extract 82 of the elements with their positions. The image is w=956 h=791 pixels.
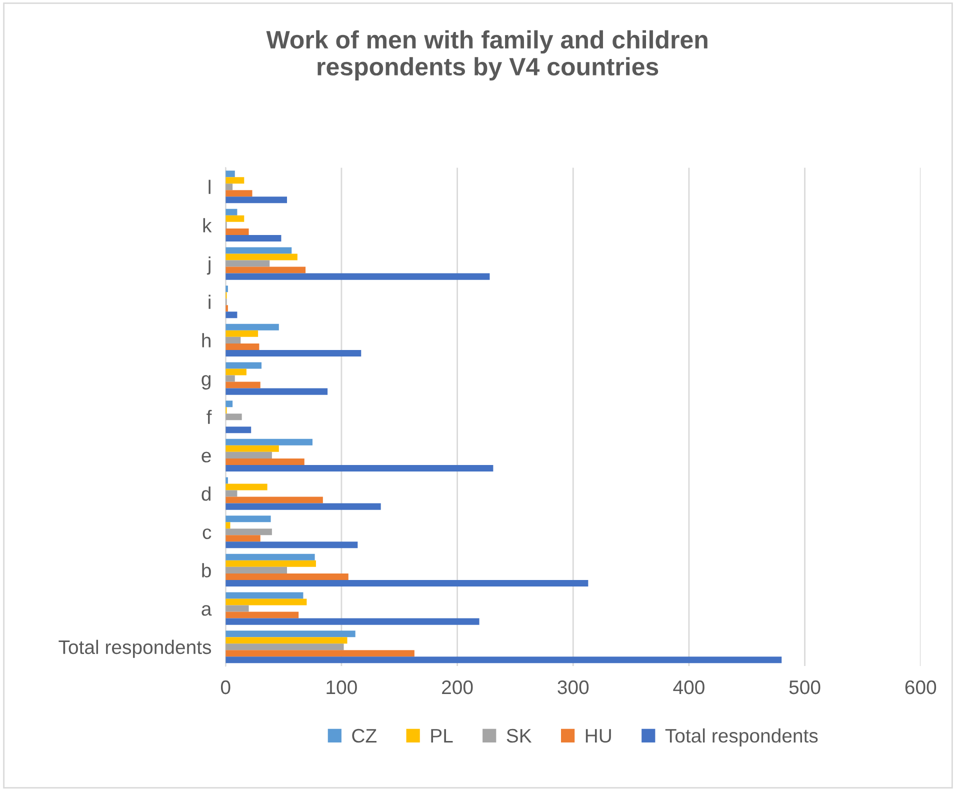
bar [226, 254, 298, 260]
x-tick-label: 600 [905, 680, 936, 694]
bar [226, 438, 312, 446]
bar [226, 573, 348, 580]
bar [226, 208, 238, 216]
bar [226, 503, 381, 510]
bar [226, 260, 270, 267]
x-tick-label: 0 [220, 680, 230, 694]
x-tick-label: 500 [789, 680, 820, 694]
y-tick-label: i [208, 294, 210, 309]
y-tick-label: e [202, 452, 211, 462]
y-tick-label: d [202, 486, 210, 501]
y-tick-label: Total respondents [58, 640, 212, 658]
bar [226, 630, 356, 638]
bar [226, 542, 358, 548]
y-tick-label: b [202, 563, 211, 578]
x-tick-label: 400 [673, 680, 704, 694]
legend-label: Total respondents [665, 728, 818, 746]
bar [226, 605, 249, 612]
bar [226, 190, 252, 197]
bar [226, 528, 272, 536]
bar [226, 273, 490, 280]
bar [226, 592, 304, 599]
bar [226, 414, 242, 420]
bar [226, 312, 238, 318]
bar [226, 330, 258, 337]
bar [226, 484, 268, 490]
y-tick-label: j [206, 256, 210, 275]
bar [226, 554, 315, 560]
bar [226, 400, 233, 408]
bar [226, 388, 328, 395]
bar [226, 452, 272, 458]
bar [226, 496, 323, 504]
bar [226, 426, 252, 434]
bar [226, 637, 348, 644]
bar [226, 170, 235, 178]
bar [226, 618, 480, 625]
y-tick-label: f [206, 410, 212, 424]
bar [226, 612, 299, 618]
bar [226, 566, 288, 574]
bar [226, 184, 233, 190]
legend-label: HU [586, 729, 611, 743]
bar [226, 266, 306, 274]
legend-label: CZ [352, 728, 376, 743]
bar [226, 336, 241, 344]
y-tick-label: g [202, 375, 210, 390]
x-tick-label: 200 [442, 680, 473, 694]
bar [226, 516, 271, 522]
bar [226, 644, 344, 650]
bar [226, 382, 260, 388]
chart-title: Work of men with family and children respondents by V4 countries [266, 30, 708, 80]
bar [226, 215, 244, 222]
bar [226, 490, 238, 497]
bar [226, 458, 304, 465]
bar [226, 375, 235, 382]
y-tick-label: l [208, 180, 210, 194]
bar [226, 234, 282, 242]
y-tick-label: a [202, 605, 212, 616]
y-tick-label: k [203, 218, 212, 232]
legend-label: PL [431, 729, 453, 742]
bar [226, 350, 362, 356]
bar [226, 368, 246, 376]
bar [226, 464, 494, 472]
bar [226, 247, 292, 254]
bar [226, 650, 414, 657]
bar [226, 598, 307, 606]
legend-label: SK [506, 728, 532, 743]
bar [226, 560, 316, 567]
x-tick-label: 300 [558, 680, 589, 694]
bar [226, 362, 262, 369]
bar [226, 177, 244, 184]
bar [226, 580, 588, 586]
y-tick-label: c [202, 528, 212, 540]
x-tick-label: 100 [326, 680, 357, 694]
bar [226, 535, 260, 542]
y-tick-label: h [202, 333, 210, 348]
bar [226, 196, 288, 204]
bar [226, 324, 279, 330]
bar [226, 343, 260, 350]
bar [226, 445, 279, 452]
bar [226, 656, 782, 664]
bar [226, 228, 249, 235]
